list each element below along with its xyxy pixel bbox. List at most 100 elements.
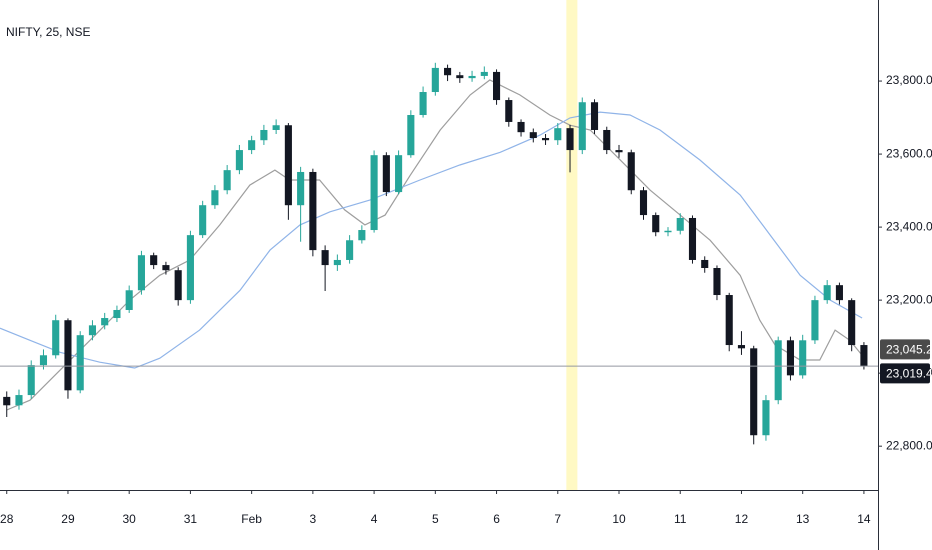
candle — [676, 213, 684, 235]
candle — [713, 265, 721, 301]
candle — [578, 97, 586, 155]
price-tag — [880, 339, 930, 360]
candle-body — [786, 340, 794, 376]
candle — [101, 312, 109, 330]
candle-body — [444, 67, 452, 76]
x-tick-label: 10 — [612, 512, 626, 526]
candle-body — [627, 152, 635, 191]
candle — [737, 331, 746, 355]
candle — [615, 144, 623, 158]
candle — [860, 342, 868, 370]
candle — [284, 123, 292, 220]
candle — [688, 215, 697, 264]
candle-body — [76, 335, 84, 391]
candle — [321, 245, 329, 292]
candle — [590, 99, 599, 135]
candle-body — [652, 215, 660, 233]
candle — [664, 227, 672, 237]
candle-body — [333, 259, 341, 266]
candle-body — [480, 71, 488, 76]
candle — [76, 331, 84, 394]
candle-body — [848, 300, 856, 346]
candle — [88, 320, 97, 341]
candle-body — [211, 190, 219, 206]
candle — [272, 119, 280, 135]
candle-body — [382, 155, 390, 193]
x-tick-label: 31 — [184, 512, 198, 526]
candle-body — [774, 340, 782, 401]
chart-title: NIFTY, 25, NSE — [6, 25, 90, 39]
candle — [15, 389, 23, 410]
candle-body — [688, 217, 697, 260]
candle-body — [64, 320, 72, 391]
candle-body — [603, 129, 611, 151]
candle-body — [297, 171, 305, 206]
candle — [701, 256, 709, 273]
candle — [113, 305, 121, 323]
candle — [150, 252, 158, 270]
candle-body — [725, 295, 733, 346]
candle — [333, 254, 341, 271]
candle-body — [468, 75, 476, 79]
candle-body — [431, 67, 439, 93]
candle-body — [639, 190, 648, 216]
candle — [848, 298, 856, 352]
candle-body — [505, 100, 513, 122]
candle-body — [150, 255, 158, 266]
candle — [750, 345, 758, 445]
candle — [223, 165, 231, 195]
candle-body — [676, 217, 684, 231]
candle — [137, 250, 145, 295]
x-tick-label: 5 — [432, 512, 439, 526]
candle-body — [737, 345, 746, 349]
candle — [407, 110, 415, 158]
candle-body — [199, 205, 207, 236]
candle-body — [835, 285, 843, 301]
candle — [125, 285, 133, 313]
candle-body — [395, 155, 403, 193]
x-tick-label: 30 — [123, 512, 137, 526]
x-tick-label: 12 — [735, 512, 749, 526]
y-tick-label: 22,800.00 — [886, 438, 932, 452]
candle — [505, 97, 513, 127]
x-tick-label: 11 — [674, 512, 687, 526]
candle — [835, 282, 843, 305]
candle-body — [235, 150, 243, 171]
candle-body — [223, 170, 231, 191]
candle — [346, 235, 354, 264]
candle-body — [3, 396, 11, 406]
x-tick-label: 13 — [796, 512, 810, 526]
candle — [370, 150, 378, 233]
candle-body — [309, 171, 317, 251]
candle — [456, 71, 464, 83]
candle — [27, 360, 35, 399]
candle — [480, 66, 488, 80]
candle — [186, 230, 194, 304]
candle-body — [272, 125, 280, 130]
x-tick-label: 4 — [371, 512, 378, 526]
x-tick-label: 3 — [310, 512, 317, 526]
session-highlight — [566, 0, 578, 490]
candle-body — [284, 125, 292, 206]
candle — [799, 334, 807, 379]
candle — [603, 126, 611, 155]
moving-average-line — [6, 79, 863, 411]
candle — [627, 149, 635, 195]
candle — [554, 123, 562, 145]
candle-body — [260, 129, 268, 141]
candle-body — [407, 115, 415, 156]
candle-body — [615, 150, 623, 153]
candle-body — [358, 230, 366, 241]
y-tick-label: 23,400.00 — [886, 219, 932, 233]
candle-body — [113, 309, 121, 319]
candle — [444, 64, 452, 82]
x-tick-label: 29 — [61, 512, 75, 526]
y-tick-label: 23,800.00 — [886, 73, 932, 87]
x-tick-label: 6 — [493, 512, 500, 526]
candle — [541, 134, 550, 145]
candle — [811, 295, 819, 344]
candle-body — [590, 102, 599, 130]
candle — [786, 336, 794, 381]
candle — [3, 391, 11, 417]
